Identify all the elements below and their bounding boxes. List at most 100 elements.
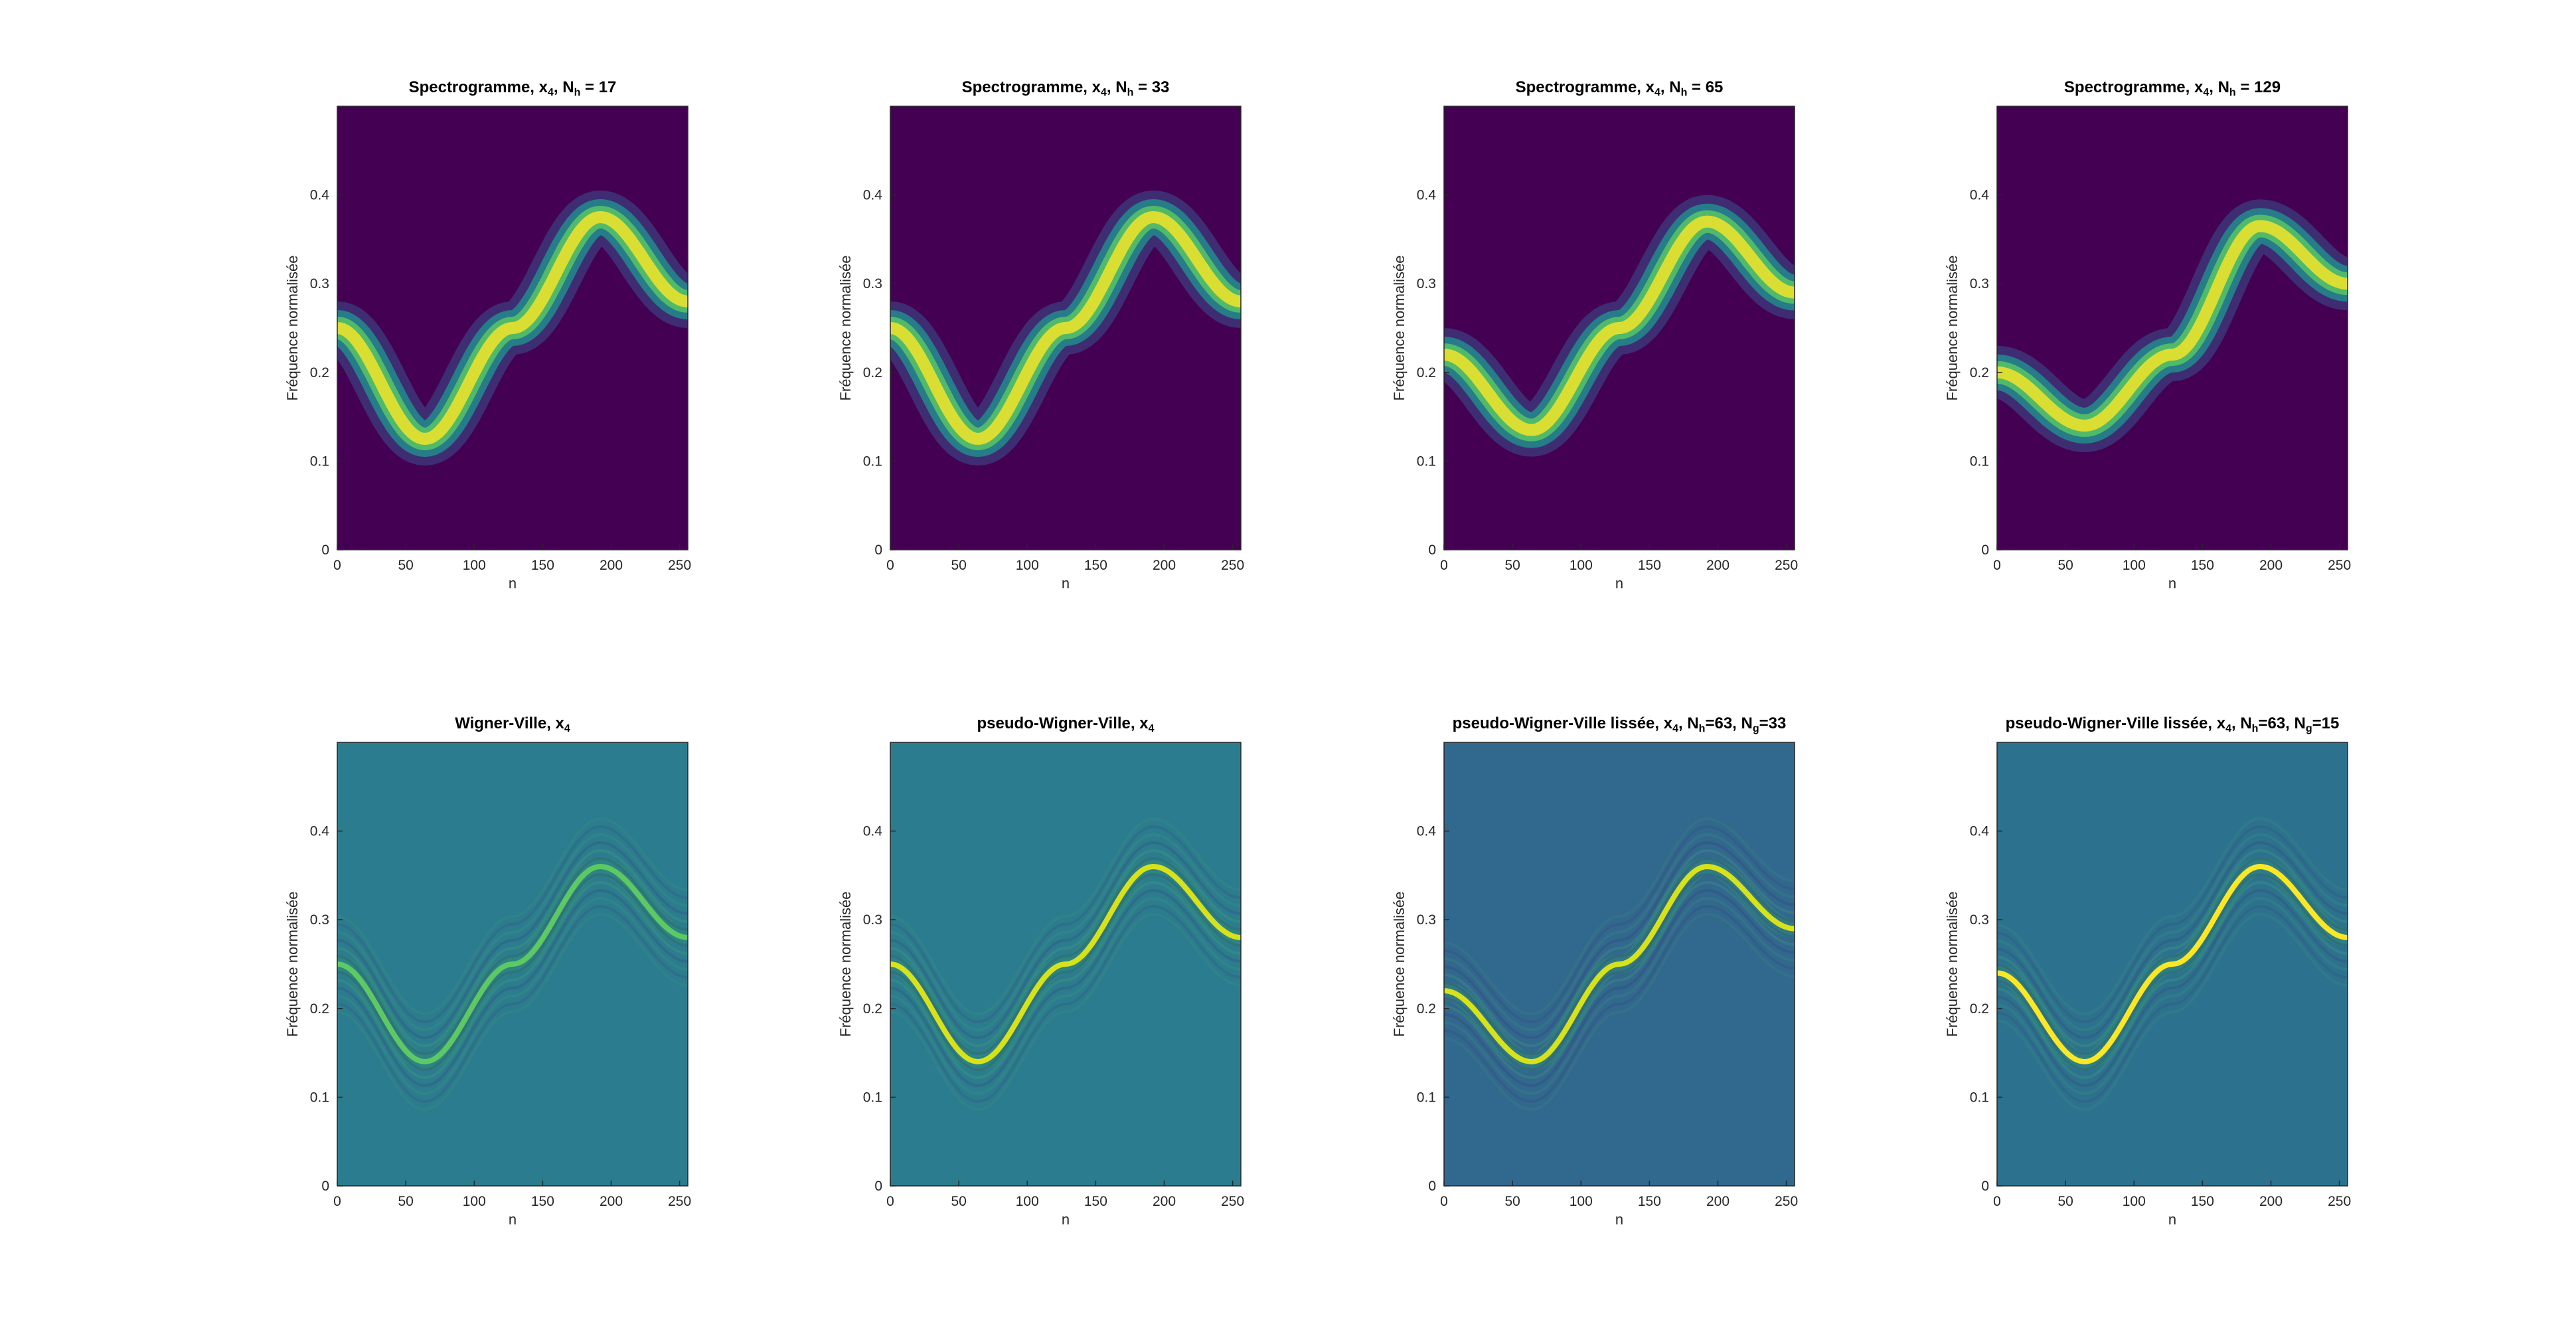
- y-tick-label: 0.1: [1417, 1090, 1436, 1105]
- x-tick-label: 50: [951, 1194, 966, 1209]
- y-axis-label: Fréquence normalisée: [837, 892, 854, 1037]
- y-tick-label: 0.3: [1970, 912, 1989, 928]
- x-tick-label: 0: [1993, 558, 2001, 573]
- y-tick-label: 0.3: [863, 912, 882, 928]
- heatmap-image: [337, 817, 688, 1112]
- x-tick-label: 100: [1570, 1194, 1593, 1209]
- chart-title: Spectrogramme, x4, Nh = 65: [1515, 78, 1724, 98]
- x-tick-label: 250: [1221, 558, 1244, 573]
- y-tick-label: 0: [1981, 1179, 1989, 1194]
- x-tick-label: 100: [2123, 558, 2146, 573]
- chart-title: pseudo-Wigner-Ville lissée, x4, Nh=63, N…: [2005, 714, 2340, 734]
- chart-title: pseudo-Wigner-Ville, x4: [977, 714, 1155, 734]
- x-tick-label: 100: [2123, 1194, 2146, 1209]
- x-axis-label: n: [1062, 575, 1070, 592]
- ridge-line: [1444, 215, 1795, 436]
- x-tick-label: 100: [463, 558, 486, 573]
- x-tick-label: 150: [531, 1194, 554, 1209]
- y-tick-label: 0.2: [310, 365, 329, 380]
- x-tick-label: 0: [1440, 1194, 1448, 1209]
- chart-svg: 0 50 100 150 200 250 0 0.1 0.2 0.3 0.4 n Fréquence n…: [284, 106, 691, 592]
- y-tick-label: 0: [874, 1179, 882, 1194]
- y-tick-label: 0.2: [863, 365, 882, 380]
- x-tick-label: 100: [1016, 558, 1039, 573]
- y-axis-label: Fréquence normalisée: [1391, 892, 1408, 1037]
- heatmap-image: [1444, 195, 1795, 457]
- ridge-line: [1997, 220, 2348, 432]
- ridge-line: [1444, 863, 1795, 1065]
- y-axis-label: Fréquence normalisée: [837, 256, 854, 401]
- y-tick-label: 0.1: [1970, 454, 1989, 469]
- y-tick-label: 0.2: [310, 1001, 329, 1017]
- chart-panel-3: Spectrogramme, x4, Nh = 65 0 50 100 150 200 25…: [1386, 73, 1903, 644]
- y-tick-label: 0.4: [1970, 824, 1990, 839]
- x-tick-label: 250: [668, 558, 691, 573]
- x-tick-label: 200: [1706, 1194, 1730, 1209]
- y-tick-label: 0.2: [1970, 1001, 1989, 1017]
- y-tick-label: 0.4: [1970, 188, 1990, 203]
- y-tick-label: 0.3: [863, 276, 882, 291]
- y-tick-label: 0.4: [863, 188, 883, 203]
- ridge-line: [890, 863, 1241, 1065]
- x-tick-label: 100: [1016, 1194, 1039, 1209]
- chart-panel-1: Spectrogramme, x4, Nh = 17 0 50 100 150 200 25…: [279, 73, 797, 644]
- y-tick-label: 0.1: [1417, 454, 1436, 469]
- y-tick-label: 0.4: [1417, 824, 1437, 839]
- y-tick-label: 0: [321, 1179, 329, 1194]
- chart-svg: 0 50 100 150 200 250 0 0.1 0.2 0.3 0.4 n Fréquence n…: [1391, 106, 1798, 592]
- chart-panel-4: Spectrogramme, x4, Nh = 129 0 50 100 150 200 2…: [1939, 73, 2456, 644]
- y-tick-label: 0.2: [863, 1001, 882, 1017]
- ridge-line: [890, 210, 1241, 446]
- x-tick-label: 50: [2057, 558, 2073, 573]
- chart-title: pseudo-Wigner-Ville lissée, x4, Nh=63, N…: [1452, 714, 1787, 734]
- x-tick-label: 250: [2328, 558, 2351, 573]
- x-tick-label: 50: [2057, 1194, 2073, 1209]
- axes-frame: [890, 742, 1242, 1187]
- x-tick-label: 0: [886, 1194, 894, 1209]
- x-tick-label: 0: [333, 558, 341, 573]
- x-tick-label: 0: [886, 558, 894, 573]
- x-tick-label: 250: [2328, 1194, 2351, 1209]
- chart-svg: 0 50 100 150 200 250 0 0.1 0.2 0.3 0.4 n Fréquence n…: [837, 106, 1244, 592]
- y-axis-label: Fréquence normalisée: [1391, 256, 1408, 401]
- y-tick-label: 0: [1428, 1179, 1436, 1194]
- x-tick-label: 200: [600, 1194, 623, 1209]
- heatmap-image: [890, 817, 1241, 1112]
- x-tick-label: 50: [1504, 1194, 1520, 1209]
- heatmap-image: [337, 190, 688, 466]
- chart-svg: 0 50 100 150 200 250 0 0.1 0.2 0.3 0.4 n Fréquence n…: [837, 742, 1244, 1228]
- y-tick-label: 0.1: [310, 1090, 329, 1105]
- x-axis-label: n: [1615, 1211, 1623, 1228]
- chart-svg: 0 50 100 150 200 250 0 0.1 0.2 0.3 0.4 n Fréquence n…: [1944, 106, 2351, 592]
- chart-panel-5: Wigner-Ville, x4 0 50 100 150 200 250 0 0.1 0.2 0.…: [279, 709, 797, 1280]
- x-tick-label: 200: [2259, 558, 2283, 573]
- heatmap-image: [890, 190, 1241, 466]
- ridge-line: [337, 863, 688, 1065]
- y-tick-label: 0.4: [1417, 188, 1437, 203]
- chart-title: Wigner-Ville, x4: [455, 714, 570, 734]
- y-tick-label: 0.1: [1970, 1090, 1989, 1105]
- x-tick-label: 200: [2259, 1194, 2283, 1209]
- axes-frame: [1443, 742, 1795, 1187]
- x-tick-label: 200: [1153, 1194, 1176, 1209]
- y-axis-label: Fréquence normalisée: [284, 892, 301, 1037]
- y-tick-label: 0: [321, 542, 329, 558]
- y-tick-label: 0: [1981, 542, 1989, 558]
- chart-panel-8: pseudo-Wigner-Ville lissée, x4, Nh=63, N…: [1939, 709, 2456, 1280]
- x-tick-label: 150: [1638, 1194, 1661, 1209]
- x-tick-label: 0: [1993, 1194, 2001, 1209]
- x-tick-label: 150: [1084, 1194, 1107, 1209]
- ridge-line: [337, 210, 688, 446]
- y-tick-label: 0.1: [310, 454, 329, 469]
- chart-title: Spectrogramme, x4, Nh = 129: [2063, 78, 2281, 98]
- y-tick-label: 0.4: [310, 824, 330, 839]
- y-tick-label: 0.4: [310, 188, 330, 203]
- y-tick-label: 0.1: [863, 454, 882, 469]
- chart-title: Spectrogramme, x4, Nh = 17: [408, 78, 617, 98]
- x-tick-label: 50: [951, 558, 966, 573]
- y-tick-label: 0: [874, 542, 882, 558]
- x-tick-label: 50: [1504, 558, 1520, 573]
- x-tick-label: 150: [1084, 558, 1107, 573]
- x-axis-label: n: [509, 575, 517, 592]
